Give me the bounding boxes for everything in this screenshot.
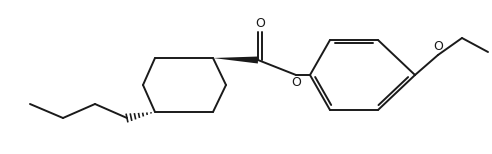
Text: O: O bbox=[433, 40, 443, 53]
Text: O: O bbox=[255, 17, 265, 30]
Text: O: O bbox=[291, 76, 301, 89]
Polygon shape bbox=[213, 57, 258, 63]
